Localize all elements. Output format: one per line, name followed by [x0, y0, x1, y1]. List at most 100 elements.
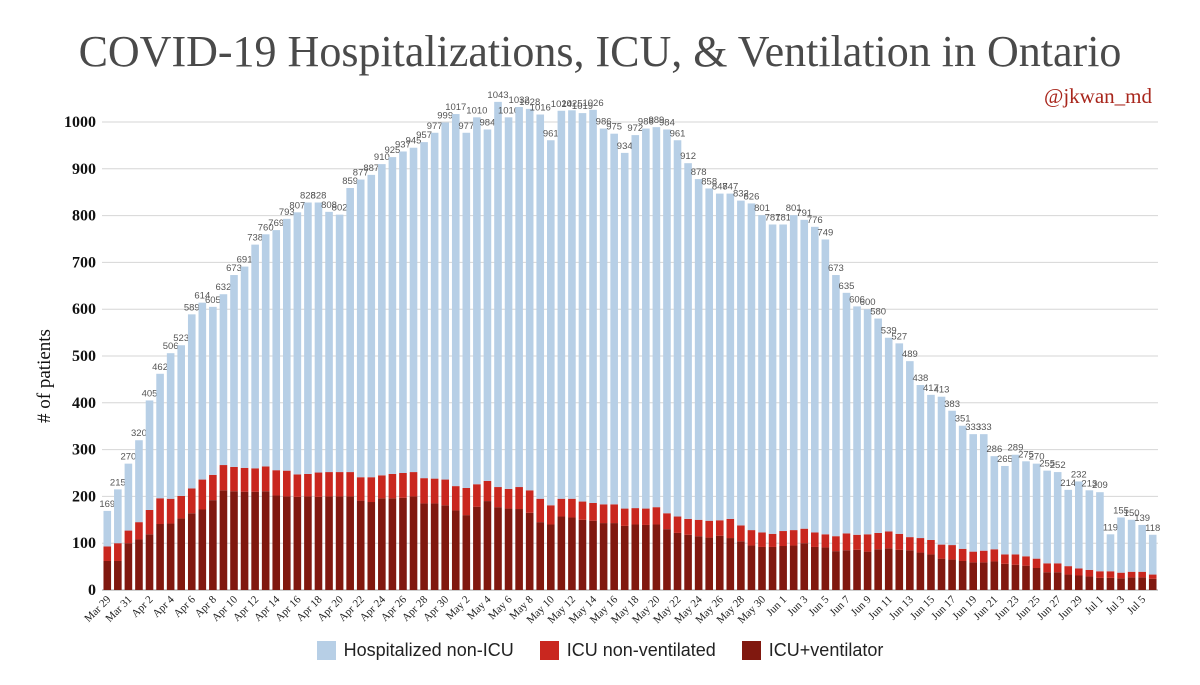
legend-label-icu: ICU non-ventilated [566, 640, 716, 660]
bar-segment-icu [525, 490, 534, 513]
bar-segment-ventilator [346, 496, 354, 590]
bar-segment-icu [927, 539, 935, 555]
bar-segment-ventilator [789, 545, 798, 590]
bar-segment-ventilator [810, 546, 819, 590]
bar-segment-icu [990, 549, 999, 562]
data-label: 769 [268, 218, 284, 229]
data-label: 589 [184, 302, 200, 313]
bar-segment-icu [420, 478, 428, 504]
bar-segment-hospitalized [378, 164, 386, 476]
bar-segment-icu [462, 487, 471, 516]
bar-segment-icu [578, 501, 587, 520]
data-label: 791 [796, 208, 812, 219]
bar-segment-icu [515, 487, 523, 510]
data-label: 600 [860, 297, 876, 308]
bar-segment-icu [114, 543, 122, 561]
bar-segment-ventilator [441, 505, 450, 590]
bar-segment-hospitalized [779, 224, 787, 532]
x-tick-label: Jul 3 [1104, 593, 1128, 617]
bar-segment-ventilator [251, 491, 259, 590]
bar-segment-icu [884, 531, 893, 549]
bar-segment-icu [1064, 566, 1073, 575]
bar-segment-hospitalized [1053, 472, 1062, 564]
data-label: 961 [543, 128, 559, 139]
bar-segment-icu [261, 466, 270, 492]
bar-segment-ventilator [684, 534, 692, 590]
bar-segment-icu [979, 550, 988, 563]
bar-segment-icu [378, 475, 386, 499]
bar-segment-hospitalized [240, 266, 249, 468]
bar-segment-ventilator [282, 496, 291, 590]
data-label: 523 [173, 333, 189, 344]
bar-segment-icu [1043, 563, 1051, 573]
bar-segment-icu [304, 473, 312, 497]
legend-swatch-ventilator [741, 641, 761, 660]
bar-segment-hospitalized [272, 230, 281, 471]
bar-segment-icu [166, 498, 175, 524]
bar-segment-ventilator [304, 496, 312, 590]
bar-segment-hospitalized [884, 337, 893, 532]
bar-segment-ventilator [198, 509, 207, 590]
bar-segment-ventilator [483, 501, 492, 590]
bar-segment-icu [473, 484, 481, 507]
x-tick-label: Jul 5 [1125, 593, 1149, 617]
y-tick-label: 1000 [64, 114, 96, 131]
bar-segment-hospitalized [1022, 461, 1030, 557]
bar-segment-icu [969, 551, 978, 563]
bar-segment-icu [314, 472, 323, 497]
data-label: 232 [1071, 469, 1087, 480]
bar-segment-icu [853, 534, 861, 550]
bar-segment-ventilator [916, 552, 925, 590]
bar-segment-hospitalized [1043, 470, 1051, 564]
bar-segment-ventilator [420, 503, 428, 590]
data-label: 986 [638, 117, 654, 128]
stacked-bar-chart: 0 100 200 300 400 500 600 700 800 900 1000 # of pat… [34, 90, 1160, 626]
data-label: 214 [1060, 478, 1076, 489]
bar-segment-ventilator [779, 546, 787, 590]
bar-segment-hospitalized [1085, 490, 1094, 570]
bar-segment-icu [272, 470, 281, 496]
bar-segment-hospitalized [557, 110, 566, 499]
bar-segment-icu [937, 544, 946, 559]
bar-segment-ventilator [156, 524, 164, 590]
bar-segment-icu [673, 516, 682, 533]
bar-segment-ventilator [884, 548, 893, 590]
bar-segment-hospitalized [958, 425, 967, 549]
bar-segment-icu [705, 520, 714, 538]
bar-segment-icu [779, 531, 787, 547]
legend-swatch-hospitalized [316, 641, 336, 660]
bar-segment-ventilator [821, 547, 830, 590]
data-label: 957 [416, 130, 432, 141]
y-tick-label: 900 [72, 161, 96, 178]
bar-segment-icu [1001, 554, 1009, 564]
bar-segment-hospitalized [568, 110, 576, 499]
data-label: 606 [849, 294, 865, 305]
bar-segment-ventilator [114, 560, 122, 590]
bar-segment-hospitalized [356, 179, 365, 478]
bar-segment-hospitalized [916, 385, 925, 539]
bar-segment-icu [399, 473, 407, 498]
bar-segment-hospitalized [642, 128, 650, 509]
bar-segment-icu [1053, 563, 1062, 573]
bar-segment-icu [251, 468, 259, 492]
data-label: 832 [733, 189, 749, 200]
bar-segment-ventilator [314, 496, 323, 590]
data-label: 1016 [530, 103, 551, 114]
bar-segment-ventilator [515, 509, 523, 590]
bar-segment-icu [1022, 556, 1030, 566]
bar-segment-hospitalized [420, 142, 428, 479]
bar-segment-icu [747, 530, 756, 546]
bar-segment-hospitalized [747, 203, 756, 531]
bar-segment-hospitalized [335, 214, 344, 473]
bar-segment-icu [1127, 571, 1136, 578]
bar-segment-ventilator [1001, 563, 1009, 590]
data-label: 632 [216, 282, 232, 293]
bar-segment-ventilator [610, 523, 618, 590]
data-label: 119 [1103, 522, 1118, 533]
data-label: 1017 [445, 102, 466, 113]
data-label: 858 [701, 176, 717, 187]
bar-segment-ventilator [969, 562, 978, 590]
data-label: 887 [363, 163, 379, 174]
bar-segment-icu [599, 504, 608, 524]
bar-segment-hospitalized [536, 114, 545, 499]
